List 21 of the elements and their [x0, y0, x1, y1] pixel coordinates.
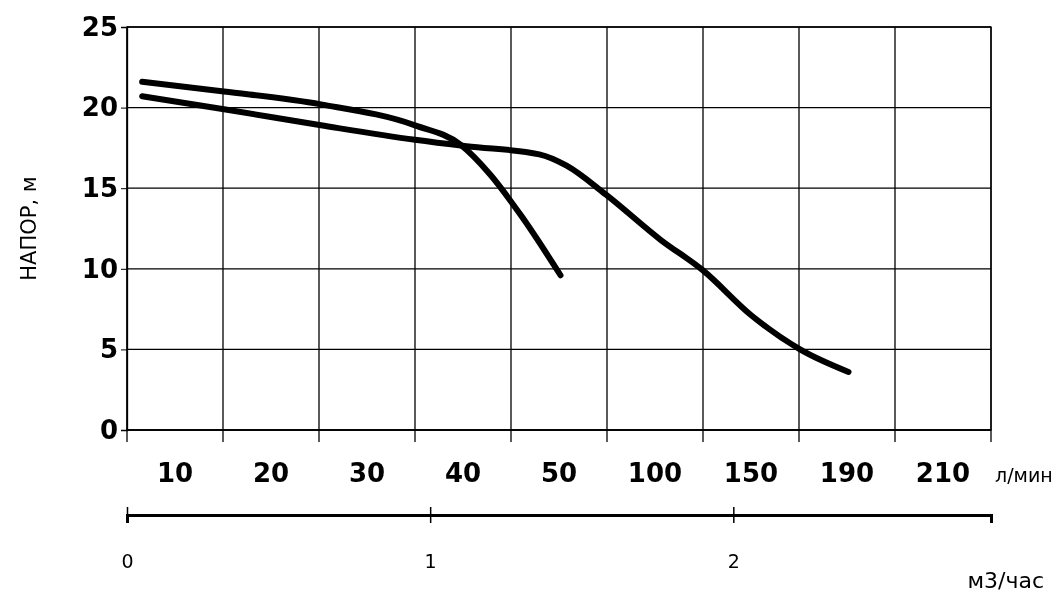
y-tick-label: 10 — [81, 253, 118, 284]
text: 210 — [915, 458, 971, 488]
x-tick-label: 2 — [727, 549, 740, 572]
text: 150 — [723, 458, 779, 488]
y-tick-label: 5 — [99, 334, 118, 365]
x-axis-title: м3/час — [967, 568, 1044, 593]
text: 50 — [540, 458, 578, 488]
y-tick-label: 15 — [81, 173, 118, 204]
text: л/мин — [995, 464, 1053, 486]
y-tick-label: 25 — [81, 11, 118, 42]
y-axis-title: НАПОР, м — [17, 176, 41, 281]
text: 20 — [252, 458, 290, 488]
text: 100 — [627, 458, 683, 488]
y-tick-label: 20 — [81, 92, 118, 123]
text: 30 — [348, 458, 386, 488]
x-tick-label: 1 — [424, 549, 437, 572]
text: 190 — [819, 458, 875, 488]
x-tick-label: 0 — [121, 549, 134, 572]
text: 10 — [156, 458, 194, 488]
y-tick-label: 0 — [99, 414, 118, 445]
text: 40 — [444, 458, 482, 488]
